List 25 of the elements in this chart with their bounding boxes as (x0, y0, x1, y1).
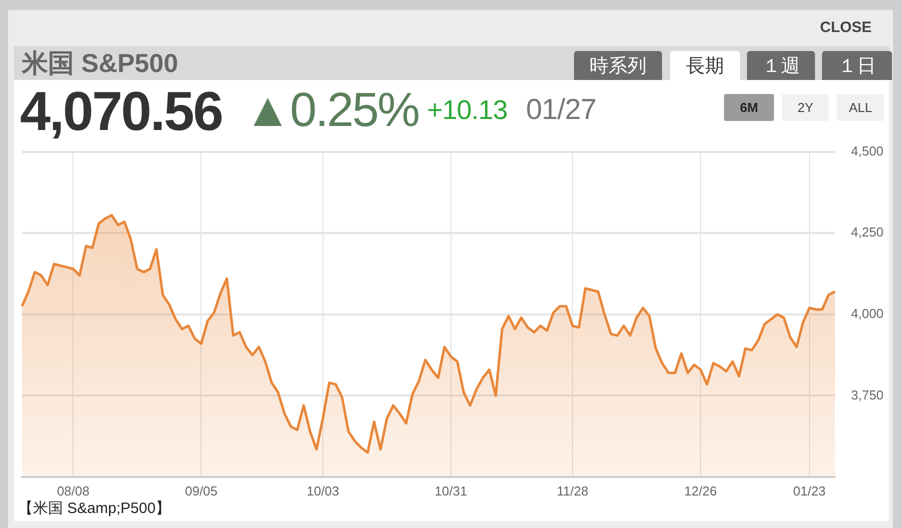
tab: １週 (747, 51, 815, 80)
y-tick-label: 4,500 (851, 143, 884, 158)
x-tick-label: 11/28 (556, 483, 588, 498)
x-tick-label: 10/03 (306, 483, 340, 498)
range-button: 6M (724, 94, 774, 121)
text: CLOSE (820, 19, 872, 36)
text: 4,070.56 (20, 80, 222, 142)
tab: １日 (822, 51, 892, 80)
x-tick-label: 09/05 (184, 483, 218, 498)
x-tick-label: 10/31 (434, 483, 468, 498)
x-tick-label: 01/23 (793, 483, 826, 498)
y-tick-label: 3,750 (851, 387, 884, 402)
x-tick-label: 12/26 (684, 483, 717, 498)
text: 01/27 (526, 94, 596, 126)
chart-title: 米国 S&P500 (22, 48, 178, 78)
y-tick-label: 4,000 (851, 306, 884, 321)
tab: 時系列 (574, 51, 662, 80)
text: 【米国 S&amp;P500】 (18, 500, 171, 517)
y-tick-label: 4,250 (851, 224, 884, 240)
range-button: 2Y (782, 94, 829, 121)
x-tick-label: 08/08 (56, 483, 90, 498)
tab: 長期 (670, 51, 740, 80)
range-button: ALL (837, 94, 884, 121)
text: ▲0.25% (244, 84, 419, 137)
text: +10.13 (427, 95, 508, 125)
